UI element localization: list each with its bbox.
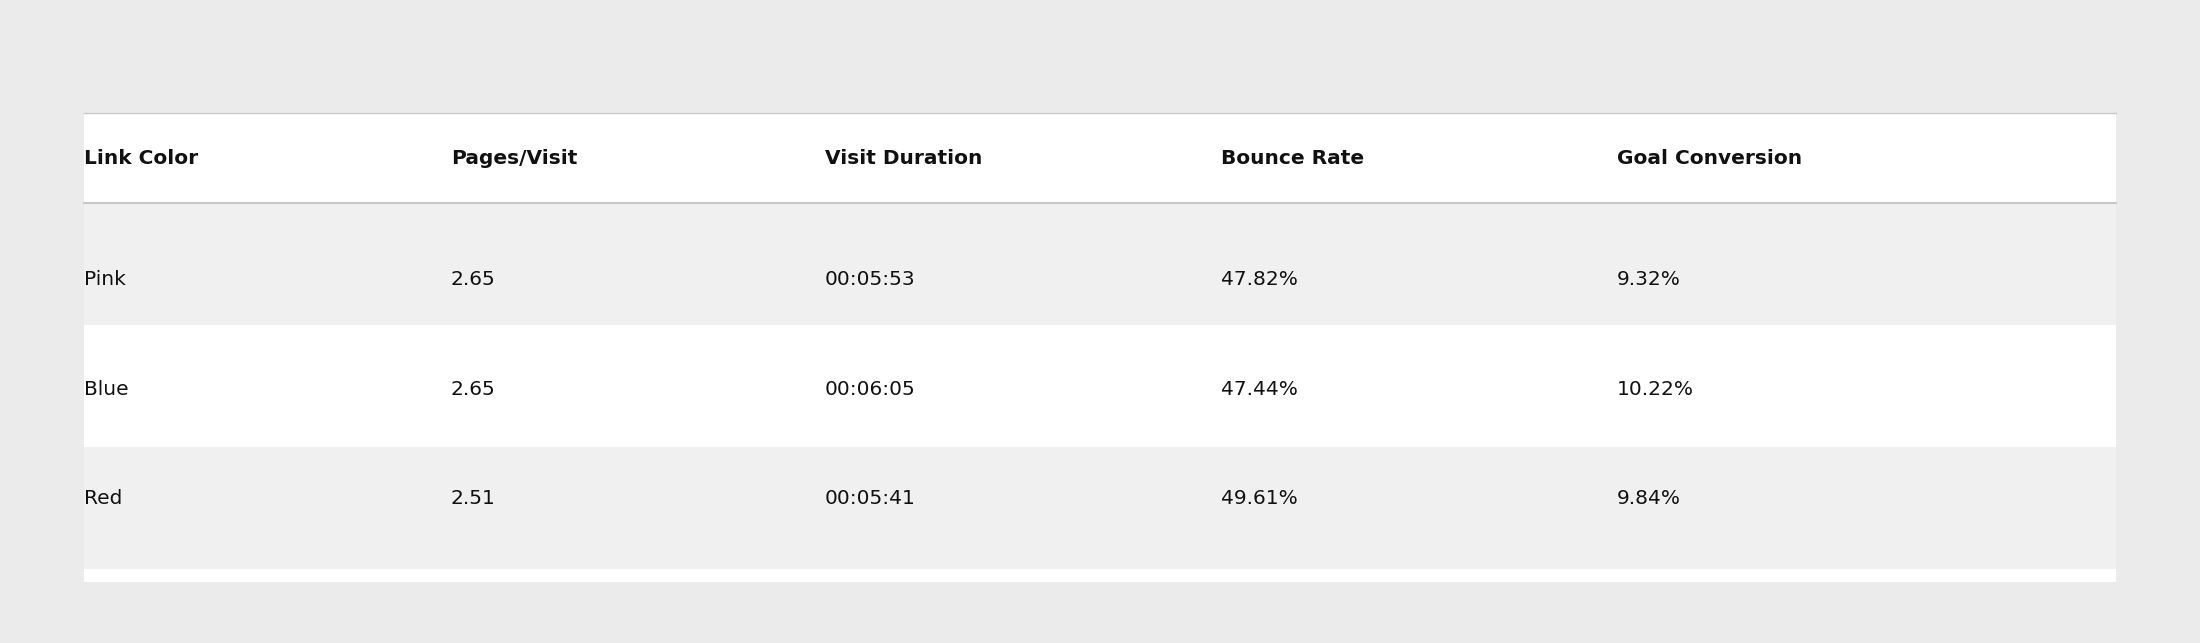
Text: 2.51: 2.51 <box>451 489 495 508</box>
Text: Pages/Visit: Pages/Visit <box>451 149 576 168</box>
Text: 47.82%: 47.82% <box>1221 270 1298 289</box>
Text: 00:05:41: 00:05:41 <box>825 489 915 508</box>
FancyBboxPatch shape <box>84 325 2116 447</box>
Text: Bounce Rate: Bounce Rate <box>1221 149 1364 168</box>
Text: Link Color: Link Color <box>84 149 198 168</box>
Text: Pink: Pink <box>84 270 125 289</box>
Text: 9.84%: 9.84% <box>1617 489 1681 508</box>
Text: 00:05:53: 00:05:53 <box>825 270 915 289</box>
Text: 2.65: 2.65 <box>451 379 495 399</box>
Text: Red: Red <box>84 489 121 508</box>
Text: 47.44%: 47.44% <box>1221 379 1298 399</box>
Text: 9.32%: 9.32% <box>1617 270 1681 289</box>
Text: Blue: Blue <box>84 379 128 399</box>
Text: 00:06:05: 00:06:05 <box>825 379 915 399</box>
Text: Visit Duration: Visit Duration <box>825 149 983 168</box>
Text: 2.65: 2.65 <box>451 270 495 289</box>
Text: Goal Conversion: Goal Conversion <box>1617 149 1802 168</box>
FancyBboxPatch shape <box>84 113 2116 582</box>
FancyBboxPatch shape <box>84 203 2116 325</box>
Text: 49.61%: 49.61% <box>1221 489 1298 508</box>
FancyBboxPatch shape <box>84 447 2116 569</box>
Text: 10.22%: 10.22% <box>1617 379 1694 399</box>
